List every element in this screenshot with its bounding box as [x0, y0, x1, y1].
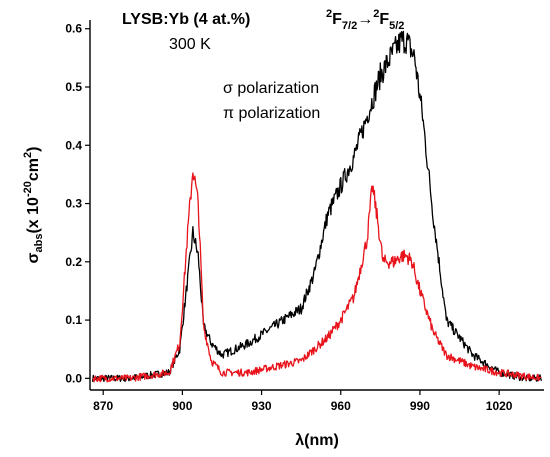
pi-series-line — [92, 172, 542, 383]
temperature-label: 300 K — [169, 36, 211, 53]
y-axis-title: σabs(x 10-20cm2) — [22, 147, 45, 264]
y-tick-label: 0.3 — [65, 197, 82, 211]
y-tick-label: 0.5 — [65, 80, 82, 94]
y-tick-label: 0.6 — [65, 22, 82, 36]
x-tick-label: 1020 — [486, 399, 513, 413]
plot-area — [91, 30, 543, 383]
x-axis-title: λ(nm) — [295, 432, 339, 449]
legend-sigma: σ polarization — [223, 80, 319, 97]
sample-label: LYSB:Yb (4 at.%) — [122, 11, 250, 28]
legend-pi: π polarization — [223, 105, 320, 122]
y-tick-label: 0.0 — [65, 371, 82, 385]
x-tick-label: 960 — [331, 399, 351, 413]
tick-group: 870 900 930 960 990 1020 0.0 0.1 0.2 0.3 0.4 0.5 0.6 — [65, 22, 512, 413]
y-tick-label: 0.1 — [65, 313, 82, 327]
y-tick-label: 0.4 — [65, 138, 82, 152]
x-tick-label: 870 — [93, 399, 113, 413]
x-tick-label: 990 — [410, 399, 430, 413]
x-tick-label: 900 — [172, 399, 192, 413]
y-tick-label: 0.2 — [65, 255, 82, 269]
x-tick-label: 930 — [252, 399, 272, 413]
transition-label: 2F7/2→2F5/2 — [326, 8, 404, 32]
